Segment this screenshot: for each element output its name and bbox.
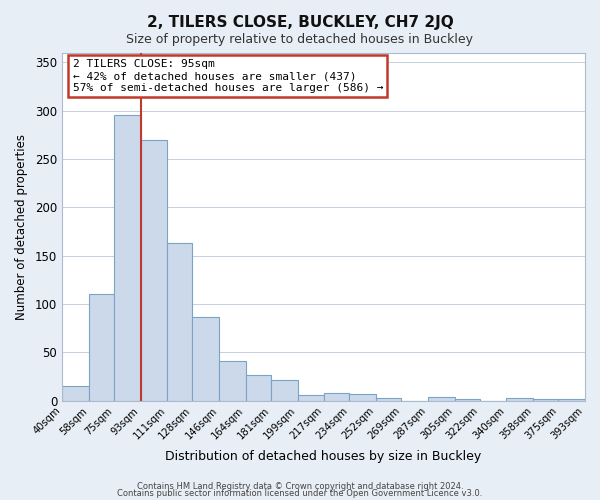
Bar (428, 397, 455, 400)
Bar (114, 116, 140, 401)
Bar (324, 393, 349, 400)
Bar (349, 394, 376, 400)
Bar (376, 398, 401, 400)
Text: 2, TILERS CLOSE, BUCKLEY, CH7 2JQ: 2, TILERS CLOSE, BUCKLEY, CH7 2JQ (146, 15, 454, 30)
Text: 2 TILERS CLOSE: 95sqm
← 42% of detached houses are smaller (437)
57% of semi-det: 2 TILERS CLOSE: 95sqm ← 42% of detached … (73, 60, 383, 92)
Bar (167, 243, 193, 400)
Bar (246, 374, 271, 400)
Bar (62, 386, 89, 400)
Bar (89, 294, 114, 401)
Bar (533, 399, 559, 400)
Bar (193, 316, 219, 400)
Bar (298, 395, 324, 400)
Bar (506, 398, 533, 400)
Bar (559, 399, 585, 400)
Bar (219, 361, 246, 401)
Text: Size of property relative to detached houses in Buckley: Size of property relative to detached ho… (127, 32, 473, 46)
Bar (455, 399, 480, 400)
X-axis label: Distribution of detached houses by size in Buckley: Distribution of detached houses by size … (166, 450, 482, 462)
Bar (140, 140, 167, 400)
Text: Contains HM Land Registry data © Crown copyright and database right 2024.: Contains HM Land Registry data © Crown c… (137, 482, 463, 491)
Y-axis label: Number of detached properties: Number of detached properties (15, 134, 28, 320)
Bar (271, 380, 298, 400)
Text: Contains public sector information licensed under the Open Government Licence v3: Contains public sector information licen… (118, 490, 482, 498)
